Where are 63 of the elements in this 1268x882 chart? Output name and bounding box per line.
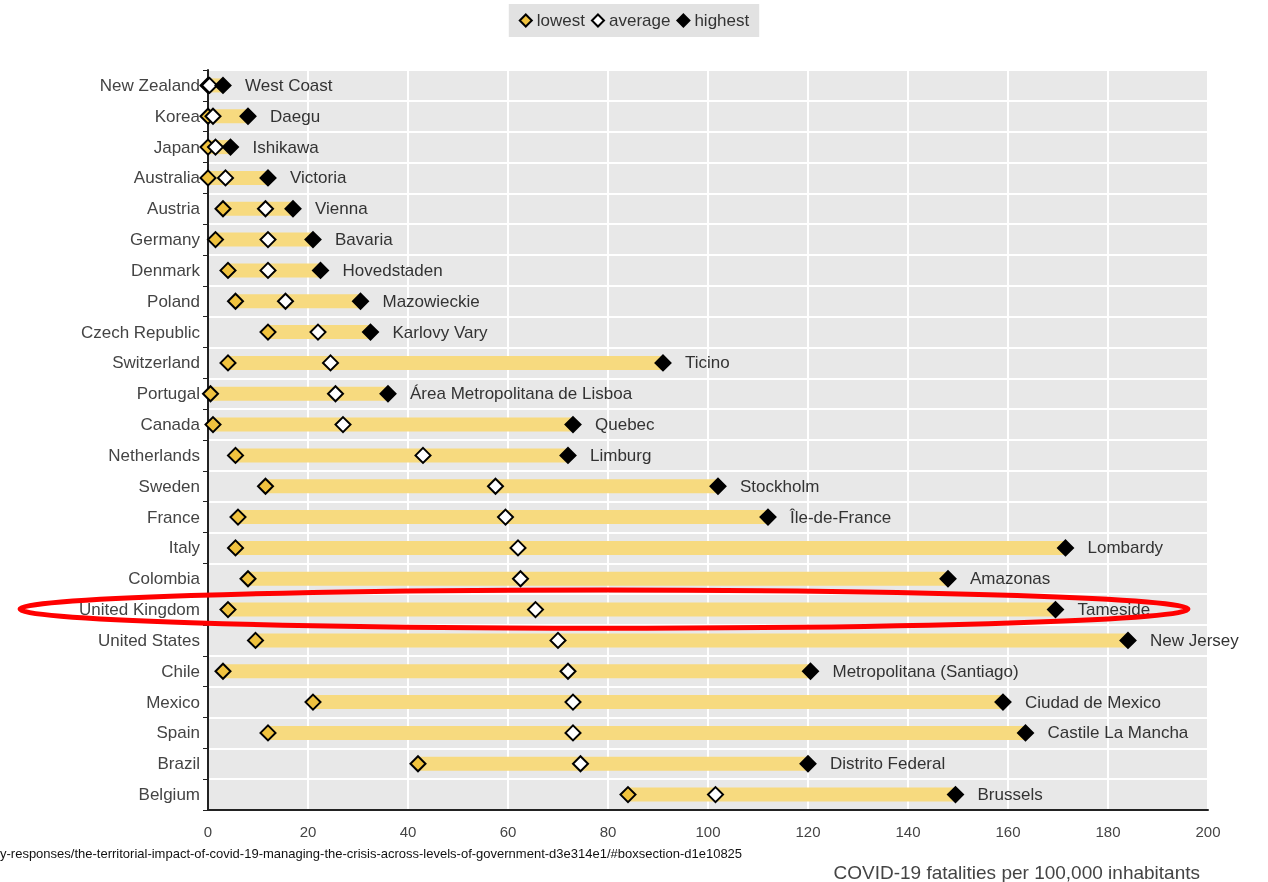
y-tick-label: Denmark <box>131 260 201 280</box>
y-tick-label: New Zealand <box>99 75 200 95</box>
x-tick-label: 180 <box>1095 823 1121 840</box>
annotation: West Coast <box>245 75 333 95</box>
annotation: Stockholm <box>740 476 820 496</box>
annotation: Lombardy <box>1087 538 1164 558</box>
y-tick-label: Germany <box>130 230 201 250</box>
y-tick-label: Netherlands <box>108 445 200 465</box>
legend-label: lowest <box>536 11 586 30</box>
annotation: Vienna <box>315 199 369 219</box>
annotation: Distrito Federal <box>830 754 946 774</box>
y-tick-label: France <box>147 507 200 527</box>
legend-label: highest <box>694 11 750 30</box>
annotation: Bavaria <box>335 230 394 250</box>
x-tick-label: 100 <box>695 823 721 840</box>
y-tick-label: Korea <box>154 106 201 126</box>
x-tick-label: 140 <box>895 823 921 840</box>
y-tick-label: Poland <box>147 291 200 311</box>
text: y-responses/the-territorial-impact-of-covid-19-managing-the-crisis-across-levels-of-government-d3e314e1/#boxsection-d1e10825 <box>0 846 743 861</box>
y-tick-label: Mexico <box>146 692 200 712</box>
y-tick-label: Czech Republic <box>80 322 201 342</box>
annotation: Limburg <box>590 445 652 465</box>
y-tick-label: Austria <box>147 199 201 219</box>
annotation: Castile La Mancha <box>1047 723 1189 743</box>
x-tick-label: 60 <box>499 823 517 840</box>
annotation: Tameside <box>1077 600 1151 620</box>
annotation: Amazonas <box>970 569 1051 589</box>
y-tick-label: Sweden <box>138 476 200 496</box>
y-tick-label: Italy <box>168 538 201 558</box>
x-tick-label: 160 <box>995 823 1021 840</box>
annotation: Daegu <box>270 106 321 126</box>
annotation: Brussels <box>977 785 1043 805</box>
y-tick-label: Portugal <box>136 384 200 404</box>
annotation: Quebec <box>595 415 656 435</box>
annotation: Metropolitana (Santiago) <box>832 661 1019 681</box>
x-tick-label: 200 <box>1195 823 1221 840</box>
y-tick-label: Belgium <box>138 785 200 805</box>
y-tick-label: Japan <box>153 137 200 157</box>
annotation: Karlovy Vary <box>392 322 489 342</box>
y-tick-label: Brazil <box>157 754 200 774</box>
annotation: Área Metropolitana de Lisboa <box>410 384 633 404</box>
annotation: Victoria <box>290 168 347 188</box>
y-tick-label: Spain <box>156 723 200 743</box>
annotation: New Jersey <box>1150 630 1240 650</box>
legend-label: average <box>608 11 671 30</box>
y-tick-label: United States <box>97 630 200 650</box>
annotation: Hovedstaden <box>342 260 443 280</box>
x-tick-label: 40 <box>399 823 417 840</box>
annotation: Mazowieckie <box>382 291 480 311</box>
x-tick-label: 20 <box>299 823 317 840</box>
annotation: Ticino <box>685 353 730 373</box>
y-tick-label: Australia <box>133 168 201 188</box>
y-tick-label: Canada <box>140 415 201 435</box>
x-tick-label: 80 <box>599 823 617 840</box>
y-tick-label: Chile <box>161 661 200 681</box>
x-tick-label: 0 <box>203 823 213 840</box>
annotation: Île-de-France <box>789 507 892 527</box>
y-tick-label: United Kingdom <box>79 600 200 620</box>
y-tick-label: Colombia <box>128 569 201 589</box>
y-tick-label: Switzerland <box>112 353 200 373</box>
x-tick-label: 120 <box>795 823 821 840</box>
annotation: Ishikawa <box>252 137 320 157</box>
annotation: Ciudad de Mexico <box>1025 692 1162 712</box>
